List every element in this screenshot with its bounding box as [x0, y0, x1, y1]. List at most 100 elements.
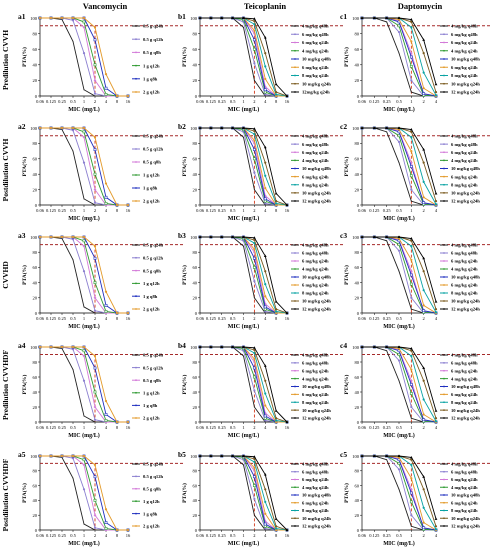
data-point: [93, 418, 97, 421]
data-point: [72, 150, 74, 152]
legend-marker: [294, 300, 296, 302]
x-tick-label: 8: [275, 533, 278, 538]
legend-marker: [294, 478, 296, 481]
data-point: [385, 235, 389, 238]
y-tick-label: 0: [195, 203, 198, 208]
legend-label: 6 mg/kg q24h: [451, 500, 478, 505]
legend-marker: [135, 64, 137, 67]
x-tick-label: 4: [264, 316, 267, 321]
legend-label: 6 mg/kg q24h: [451, 150, 478, 155]
data-point: [71, 454, 75, 458]
data-point: [264, 95, 266, 97]
legend-label: 0.5 g q8h: [143, 268, 161, 273]
legend-label: 1 g q12h: [143, 173, 160, 178]
y-tick-label: 40: [355, 498, 360, 503]
panel-label: c1: [340, 12, 347, 21]
legend-label: 4 mg/kg q24h: [302, 376, 329, 381]
data-point: [82, 235, 86, 239]
data-point: [252, 236, 256, 239]
data-point: [220, 454, 224, 457]
x-tick-label: 0.5: [70, 316, 76, 321]
legend-marker: [443, 135, 445, 137]
data-point: [410, 26, 413, 29]
legend-label: 6 mg/kg q24h: [451, 174, 478, 179]
legend-label: 4 mg/kg q48h: [302, 462, 329, 467]
x-axis-label: MIC (mg/L): [383, 215, 415, 222]
x-tick-label: 0.125: [46, 533, 57, 538]
legend-marker: [443, 276, 445, 278]
y-tick-label: 100: [190, 126, 198, 131]
data-point: [93, 92, 97, 95]
data-point: [104, 311, 108, 315]
data-point: [422, 71, 425, 74]
data-point: [252, 17, 256, 20]
data-point: [275, 203, 278, 207]
data-point: [93, 475, 97, 479]
data-point: [83, 89, 85, 91]
panel-label: c2: [340, 122, 347, 131]
data-point: [275, 417, 278, 420]
data-point: [409, 161, 413, 165]
y-tick-label: 100: [30, 345, 38, 350]
data-point: [264, 500, 267, 503]
panel-label: a4: [18, 341, 26, 350]
data-point: [82, 239, 86, 243]
legend-label: 10 mg/kg q48h: [302, 384, 331, 389]
legend-marker: [443, 82, 445, 85]
data-point: [253, 79, 255, 81]
legend-marker: [294, 308, 296, 310]
panel-a4: a4 0 20 40 60 80 100 0.06 0.125 0.25 0.5 1 2 4 8 16 MIC …: [18, 341, 184, 439]
data-point: [71, 235, 75, 239]
data-point: [398, 380, 400, 382]
x-tick-label: 0.125: [46, 99, 57, 104]
y-tick-label: 0: [195, 528, 198, 533]
series-line: [40, 346, 128, 423]
legend-label: 6 mg/kg q24h: [451, 283, 478, 288]
data-point: [71, 345, 75, 349]
data-point: [422, 52, 425, 55]
data-point: [397, 126, 401, 129]
y-tick-label: 60: [193, 483, 198, 488]
data-point: [397, 454, 401, 457]
legend-label: 6 mg/kg q24h: [451, 65, 478, 70]
data-point: [264, 186, 267, 190]
legend-marker: [294, 66, 296, 69]
legend-label: 0.5 g q12h: [143, 474, 163, 479]
data-point: [115, 420, 119, 424]
row-title-3: Predilution CVVHDF: [1, 350, 10, 420]
legend-marker: [443, 58, 445, 60]
legend-label: 10 mg/kg q24h: [302, 81, 331, 86]
data-point: [360, 345, 364, 348]
data-point: [263, 194, 267, 198]
data-point: [242, 345, 245, 348]
data-point: [398, 52, 400, 54]
data-point: [434, 200, 438, 203]
legend-marker: [443, 151, 445, 154]
data-point: [82, 16, 86, 20]
legend-marker: [294, 393, 296, 396]
data-point: [397, 30, 401, 34]
y-tick-label: 40: [355, 390, 360, 395]
legend-marker: [294, 354, 296, 356]
x-axis-label: MIC (mg/L): [68, 323, 100, 330]
data-point: [209, 126, 213, 129]
x-tick-label: 8: [275, 208, 278, 213]
legend-marker: [443, 517, 445, 520]
y-tick-label: 20: [33, 296, 38, 301]
legend-marker: [294, 292, 296, 294]
legend-marker: [135, 404, 137, 407]
y-axis-label: PTA(%): [21, 265, 28, 285]
legend-marker: [135, 308, 137, 310]
y-axis-label: PTA(%): [21, 156, 28, 176]
x-tick-label: 0.125: [369, 425, 380, 430]
data-point: [231, 235, 235, 238]
data-point: [263, 85, 267, 89]
panel-label: a3: [18, 231, 26, 240]
data-point: [253, 189, 255, 191]
x-tick-label: 0.06: [196, 533, 205, 538]
legend-label: 10 mg/kg q48h: [302, 493, 331, 498]
x-tick-label: 1: [410, 208, 412, 213]
y-tick-label: 100: [30, 454, 38, 459]
y-tick-label: 80: [355, 360, 360, 365]
data-point: [82, 244, 86, 248]
